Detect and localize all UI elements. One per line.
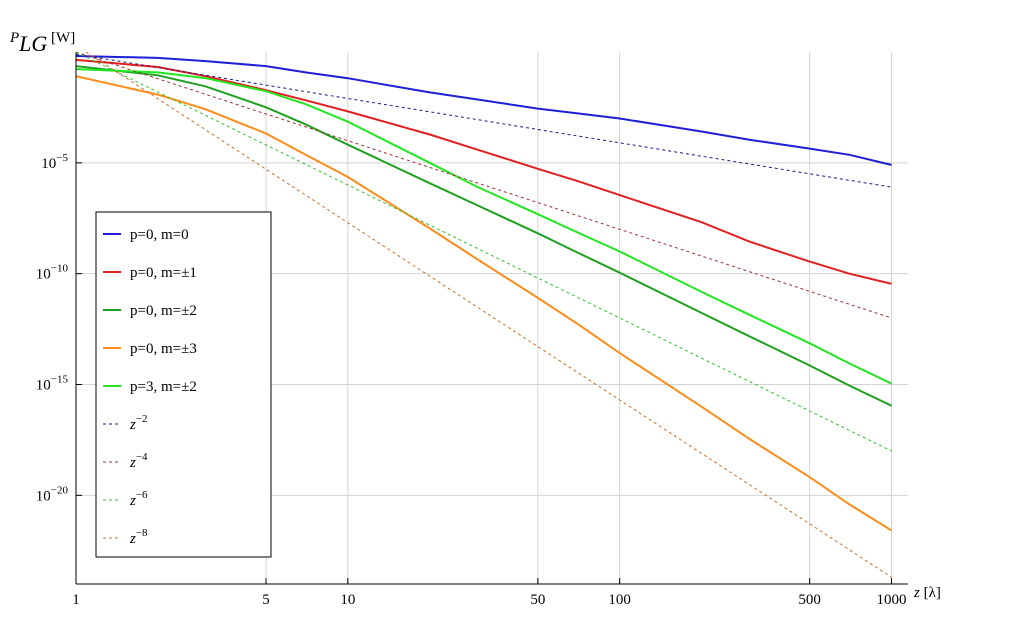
legend-box	[95, 211, 272, 558]
series-line	[76, 52, 892, 319]
y-tick-label: 10−20	[36, 484, 69, 504]
legend-label: p=0, m=±3	[130, 341, 197, 357]
legend-label: z−2	[129, 413, 148, 433]
x-tick-label: 50	[530, 592, 545, 608]
series-line	[76, 75, 893, 532]
series-line	[76, 65, 892, 407]
x-tick-label: 100	[608, 592, 631, 608]
series-line	[76, 68, 892, 385]
legend-label: z−8	[129, 527, 148, 547]
series-line	[76, 55, 892, 166]
legend-label: p=0, m=±2	[130, 303, 197, 319]
y-tick-label: 10−10	[36, 263, 69, 283]
y-tick-label: 10−15	[36, 374, 69, 394]
x-tick-label: 5	[262, 592, 270, 608]
legend-label: p=0, m=±1	[130, 265, 197, 281]
labels: 1 5 10 50 100 500 1000 10−5 10−10 10−15 10−20 PLG […	[9, 30, 941, 608]
legend-label: p=0, m=0	[130, 227, 189, 243]
series-line	[76, 52, 892, 452]
series-line	[76, 58, 892, 285]
legend-label: z−4	[129, 451, 148, 471]
y-tick-label: 10−5	[41, 152, 68, 172]
x-tick-label: 10	[340, 592, 355, 608]
x-axis-label: z [λ]	[913, 585, 941, 601]
legend: p=0, m=0 p=0, m=±1 p=0, m=±2 p=0, m=±3 p=3, …	[95, 211, 272, 558]
x-tick-label: 1	[72, 592, 80, 608]
x-tick-label: 500	[798, 592, 821, 608]
series-line	[85, 52, 892, 578]
y-axis-label: PLG [W]	[9, 30, 75, 56]
x-tick-label: 1000	[877, 592, 907, 608]
legend-label: p=3, m=±2	[130, 379, 197, 395]
legend-label: z−6	[129, 489, 148, 509]
plot-area	[76, 52, 893, 578]
